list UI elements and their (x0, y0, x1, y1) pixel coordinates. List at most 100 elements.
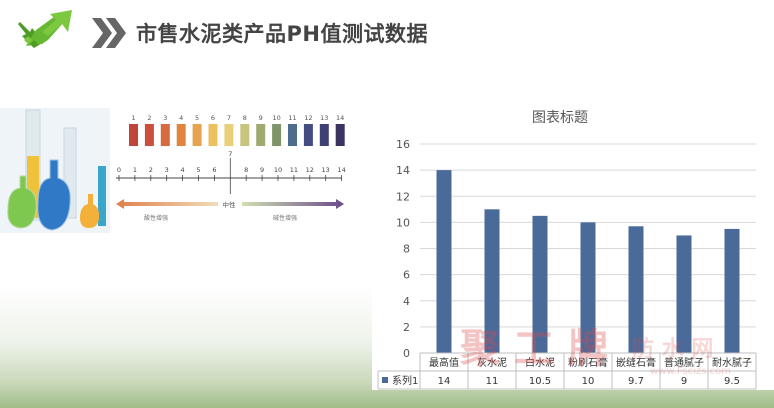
bar (484, 209, 500, 353)
swatch-label: 11 (288, 114, 296, 122)
category-label: 耐水腻子 (712, 356, 752, 369)
double-chevron-icon (92, 18, 126, 48)
ruler-label: 2 (149, 166, 153, 174)
swatch-label: 13 (320, 114, 328, 122)
ph-swatch (224, 124, 234, 146)
value-label: 9 (681, 376, 687, 387)
lab-glassware-icon (0, 108, 110, 233)
svg-text:聚 工 牌: 聚 工 牌 (459, 326, 608, 372)
y-tick-label: 2 (403, 321, 410, 334)
ph-swatch (208, 124, 218, 146)
ruler-label: 10 (274, 166, 282, 174)
ruler-label: 5 (196, 166, 200, 174)
y-tick-label: 14 (396, 164, 410, 177)
swatch-label: 5 (195, 114, 199, 122)
bar (580, 222, 596, 353)
ruler-label: 9 (260, 166, 264, 174)
green-arrow-icon (18, 10, 72, 48)
ph-swatch (256, 124, 266, 146)
chart-bars (436, 170, 740, 353)
acid-arrow-icon (116, 199, 218, 209)
ph-swatch (288, 124, 297, 146)
value-label: 10.5 (529, 376, 551, 387)
page-title: 市售水泥类产品PH值测试数据 (136, 22, 428, 46)
bar (724, 228, 740, 353)
swatch-label: 3 (163, 114, 167, 122)
ph-scale-illustration: 1 2 3 4 5 6 7 8 9 10 11 12 13 14 0 1 2 3 4 5 678 9 10 11 12 13 14… (0, 108, 346, 233)
ruler-label: 13 (322, 166, 330, 174)
ruler-label: 8 (244, 166, 248, 174)
category-label: 嵌缝石膏 (616, 356, 656, 369)
ph-swatch (335, 124, 345, 146)
ruler-label: 7 (228, 150, 232, 158)
ph-bar-chart: 图表标题 0 2 4 6 8 10 12 14 16 最高值 14 灰水泥 11 白水泥 10.5 粉刷石膏… (377, 110, 757, 390)
value-label: 9.5 (724, 376, 740, 387)
acid-label: 酸性增强 (144, 214, 168, 222)
swatch-label: 10 (272, 114, 280, 122)
swatch-label: 9 (259, 114, 263, 122)
base-label: 碱性增强 (273, 214, 297, 222)
y-tick-label: 0 (403, 347, 410, 360)
series-name: 系列1 (392, 374, 418, 387)
ruler-label: 0 (117, 166, 121, 174)
ruler-label: 12 (306, 166, 314, 174)
swatch-label: 4 (179, 114, 183, 122)
y-tick-label: 6 (403, 269, 410, 282)
bar (436, 170, 452, 353)
legend-key (382, 377, 388, 383)
ph-color-swatches: 1 2 3 4 5 6 7 8 9 10 11 12 13 14 (129, 114, 345, 146)
bar (532, 215, 548, 353)
ph-swatch (272, 124, 282, 146)
neutral-label: 中性 (223, 200, 237, 209)
ph-swatch (144, 124, 154, 146)
value-label: 9.7 (628, 376, 644, 387)
ph-swatch (303, 124, 313, 146)
ruler-label: 6 (212, 166, 216, 174)
ruler-label: 4 (181, 166, 185, 174)
swatch-label: 2 (147, 114, 151, 122)
ph-swatch (319, 124, 329, 146)
ph-swatch (176, 124, 186, 146)
ruler-label: 14 (337, 166, 345, 174)
value-label: 11 (486, 376, 499, 387)
value-label: 14 (438, 376, 451, 387)
header-decoration (18, 10, 126, 48)
category-label: 最高值 (429, 356, 459, 369)
ph-swatch (129, 124, 138, 146)
bar (628, 226, 644, 353)
value-label: 10 (582, 376, 595, 387)
svg-text:www.Fscizs.com: www.Fscizs.com (650, 366, 731, 377)
acid-base-arrows: 中性 酸性增强 碱性增强 (116, 199, 344, 222)
swatch-label: 7 (227, 114, 231, 122)
chart-title: 图表标题 (532, 110, 588, 126)
chart-panel: 图表标题 0 2 4 6 8 10 12 14 16 最高值 14 灰水泥 11 白水泥 10.5 粉刷石膏… (372, 98, 774, 390)
y-tick-label: 12 (396, 190, 410, 203)
swatch-label: 6 (211, 114, 215, 122)
swatch-label: 1 (131, 114, 135, 122)
watermark-logo: 聚 工 牌 防 水 网 www.Fscizs.com (459, 326, 731, 377)
y-tick-label: 8 (403, 243, 410, 256)
category-label: 灰水泥 (477, 356, 507, 369)
y-tick-label: 16 (396, 138, 410, 151)
ph-swatch (192, 124, 202, 146)
y-axis-ticks: 0 2 4 6 8 10 12 14 16 (396, 138, 410, 360)
ruler-label: 11 (290, 166, 298, 174)
ph-ruler: 0 1 2 3 4 5 678 9 10 11 12 13 14 (116, 150, 346, 194)
header: 市售水泥类产品PH值测试数据 (0, 0, 774, 60)
category-label: 粉刷石膏 (568, 356, 608, 369)
y-tick-label: 10 (396, 216, 410, 229)
y-tick-label: 4 (403, 295, 410, 308)
ruler-label: 3 (165, 166, 169, 174)
swatch-label: 8 (243, 114, 247, 122)
ruler-label: 1 (133, 166, 137, 174)
swatch-label: 12 (304, 114, 312, 122)
svg-text:防 水 网: 防 水 网 (632, 337, 713, 362)
category-label: 普通腻子 (664, 356, 704, 369)
ph-swatch (240, 124, 250, 146)
ph-swatch (160, 124, 170, 146)
base-arrow-icon (242, 199, 344, 209)
data-table: 最高值 14 灰水泥 11 白水泥 10.5 粉刷石膏 10 嵌缝石膏 9.7 普通腻子 9 耐水腻子 9… (377, 352, 757, 390)
bar (676, 235, 692, 353)
swatch-label: 14 (336, 114, 344, 122)
category-label: 白水泥 (525, 356, 555, 369)
